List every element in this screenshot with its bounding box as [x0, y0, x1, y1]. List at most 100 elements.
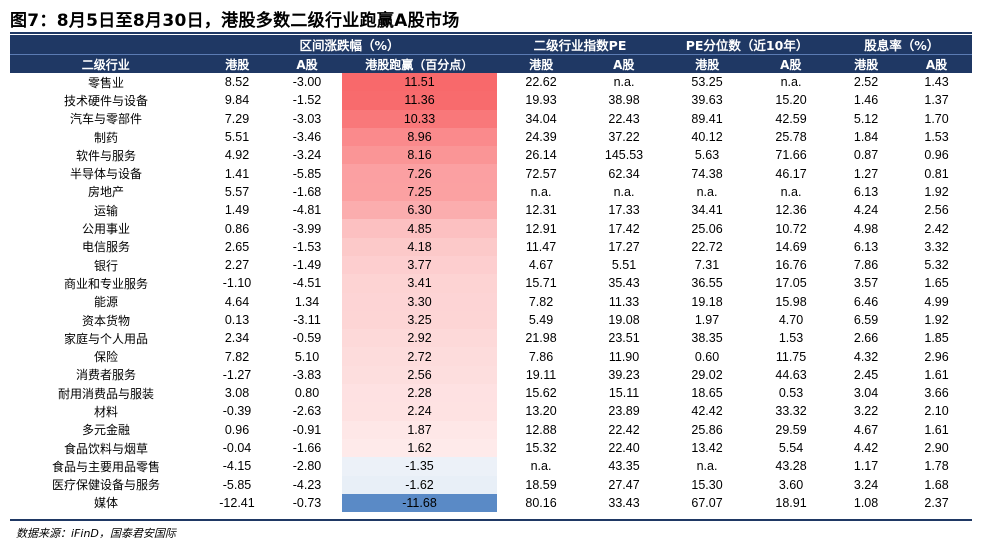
table-row: 运输 1.49 -4.81 6.30 12.31 17.33 34.41 12.36 4.24 2…	[10, 201, 972, 220]
cell-a-pe: 27.47	[608, 477, 640, 492]
cell-a-pe: 23.89	[608, 404, 640, 419]
cell-industry: 技术硬件与设备	[63, 93, 148, 108]
cell-industry: 商业和专业服务	[63, 276, 148, 291]
cell-hk-return: 3.08	[224, 386, 250, 401]
cell-a-return: -2.80	[292, 459, 322, 474]
cell-hk-pe-pct: 19.18	[691, 294, 723, 309]
cell-hk-return: 0.86	[224, 221, 250, 236]
cell-hk-div: 3.04	[853, 386, 879, 401]
cell-a-pe: 62.34	[608, 166, 640, 181]
cell-a-div: 1.61	[924, 422, 949, 437]
cell-hk-pe-pct: 5.63	[694, 148, 720, 163]
cell-a-pe: 17.33	[608, 203, 640, 218]
header-col-hk-return: 港股	[201, 54, 272, 73]
cell-a-div: 1.43	[924, 75, 949, 90]
cell-hk-div: 3.22	[853, 404, 879, 419]
cell-a-pe-pct: 15.20	[775, 93, 807, 108]
table-row: 食品饮料与烟草 -0.04 -1.66 1.62 15.32 22.40 13.42 5.54…	[10, 438, 972, 458]
cell-outperform: 1.87	[342, 420, 498, 439]
cell-a-pe: 22.43	[608, 111, 640, 126]
cell-industry: 软件与服务	[75, 148, 136, 163]
cell-a-pe: 38.98	[608, 93, 640, 108]
header-blank	[10, 35, 202, 55]
industry-table: 区间涨跌幅（%） 二级行业指数PE PE分位数（近10年） 股息率（%） 二级行…	[10, 35, 973, 513]
cell-hk-div: 3.24	[853, 477, 879, 492]
cell-a-return: -3.99	[292, 221, 322, 236]
cell-a-div: 2.90	[924, 441, 949, 456]
cell-industry: 消费者服务	[75, 368, 136, 383]
cell-a-pe: 33.43	[608, 495, 640, 510]
cell-hk-return: 2.27	[224, 258, 250, 273]
cell-hk-div: 1.46	[853, 93, 879, 108]
cell-industry: 房地产	[87, 185, 124, 200]
cell-hk-pe-pct: 36.55	[691, 276, 723, 291]
cell-a-div: 1.61	[924, 367, 949, 382]
cell-hk-pe: 18.59	[525, 477, 557, 492]
cell-a-pe-pct: 12.36	[775, 203, 807, 218]
cell-hk-return: 5.57	[224, 184, 250, 199]
cell-a-pe-pct: 29.59	[775, 422, 807, 437]
cell-hk-pe: 22.62	[525, 75, 557, 90]
cell-outperform: 6.30	[342, 201, 498, 220]
cell-a-pe: 22.40	[608, 441, 640, 456]
cell-hk-return: -12.41	[219, 495, 255, 510]
table-row: 汽车与零部件 7.29 -3.03 10.33 34.04 22.43 89.41 42.59…	[10, 109, 972, 128]
cell-a-return: -3.11	[293, 313, 321, 327]
cell-outperform: 2.24	[342, 402, 498, 421]
table-row: 公用事业 0.86 -3.99 4.85 12.91 17.42 25.06 10.72 4.9…	[10, 219, 972, 238]
cell-outperform: 11.36	[342, 91, 498, 110]
cell-industry: 运输	[93, 203, 118, 218]
cell-a-div: 1.53	[924, 130, 949, 145]
cell-hk-pe-pct: 1.97	[694, 313, 720, 327]
cell-hk-pe: n.a.	[530, 184, 552, 199]
cell-outperform: 7.25	[342, 182, 498, 202]
cell-hk-return: 1.49	[224, 203, 250, 218]
header-col-a-return: A股	[272, 54, 342, 73]
cell-a-pe-pct: n.a.	[780, 75, 802, 90]
cell-a-pe-pct: n.a.	[780, 184, 802, 199]
cell-a-return: 1.34	[294, 294, 320, 309]
cell-hk-pe: 4.67	[528, 258, 554, 273]
cell-hk-pe-pct: 29.02	[691, 367, 723, 382]
cell-hk-div: 4.98	[853, 221, 879, 236]
cell-a-div: 1.78	[924, 459, 949, 474]
cell-outperform: 11.51	[342, 73, 498, 92]
cell-hk-div: 3.57	[853, 276, 879, 291]
cell-hk-div: 1.08	[853, 495, 879, 510]
cell-a-div: 1.37	[924, 93, 949, 108]
cell-a-return: -0.73	[292, 495, 322, 510]
cell-hk-pe: 19.93	[525, 93, 557, 108]
cell-hk-return: 1.41	[224, 166, 250, 181]
cell-a-return: -1.49	[292, 258, 322, 273]
cell-outperform: -1.35	[342, 457, 498, 476]
bottom-rule	[10, 519, 972, 521]
cell-hk-pe-pct: 34.41	[691, 203, 723, 218]
cell-a-pe-pct: 4.70	[778, 313, 804, 327]
table-row: 电信服务 2.65 -1.53 4.18 11.47 17.27 22.72 14.69 6.1…	[10, 237, 972, 256]
cell-hk-return: 4.92	[224, 148, 250, 163]
cell-industry: 医疗保健设备与服务	[51, 478, 160, 493]
table-row: 零售业 8.52 -3.00 11.51 22.62 n.a. 53.25 n.a. 2.52 1…	[10, 73, 972, 92]
cell-hk-div: 4.42	[853, 441, 879, 456]
cell-hk-pe: 12.88	[525, 422, 557, 437]
cell-industry: 保险	[93, 350, 118, 365]
cell-a-return: -3.46	[292, 130, 322, 145]
cell-a-return: -4.51	[292, 276, 322, 291]
cell-hk-return: -5.85	[222, 477, 252, 492]
cell-a-div: 2.10	[924, 404, 949, 419]
cell-hk-div: 7.86	[853, 258, 879, 273]
cell-a-pe: 145.53	[604, 148, 644, 163]
cell-hk-pe-pct: 13.42	[691, 441, 723, 456]
cell-a-pe-pct: 1.53	[778, 331, 804, 346]
cell-a-div: 1.65	[924, 276, 949, 291]
cell-hk-pe-pct: 7.31	[694, 258, 720, 273]
cell-a-pe: n.a.	[613, 75, 635, 90]
cell-industry: 银行	[93, 258, 118, 273]
table-row: 银行 2.27 -1.49 3.77 4.67 5.51 7.31 16.76 7.86 5.32	[10, 255, 972, 275]
table-row: 消费者服务 -1.27 -3.83 2.56 19.11 39.23 29.02 44.63 2…	[10, 365, 972, 385]
figure-title: 图7：8月5日至8月30日，港股多数二级行业跑赢A股市场	[10, 11, 460, 31]
cell-a-div: 0.96	[924, 148, 949, 163]
cell-a-return: 0.80	[294, 386, 320, 401]
cell-hk-div: 4.32	[853, 349, 879, 364]
cell-a-pe-pct: 5.54	[778, 441, 804, 456]
